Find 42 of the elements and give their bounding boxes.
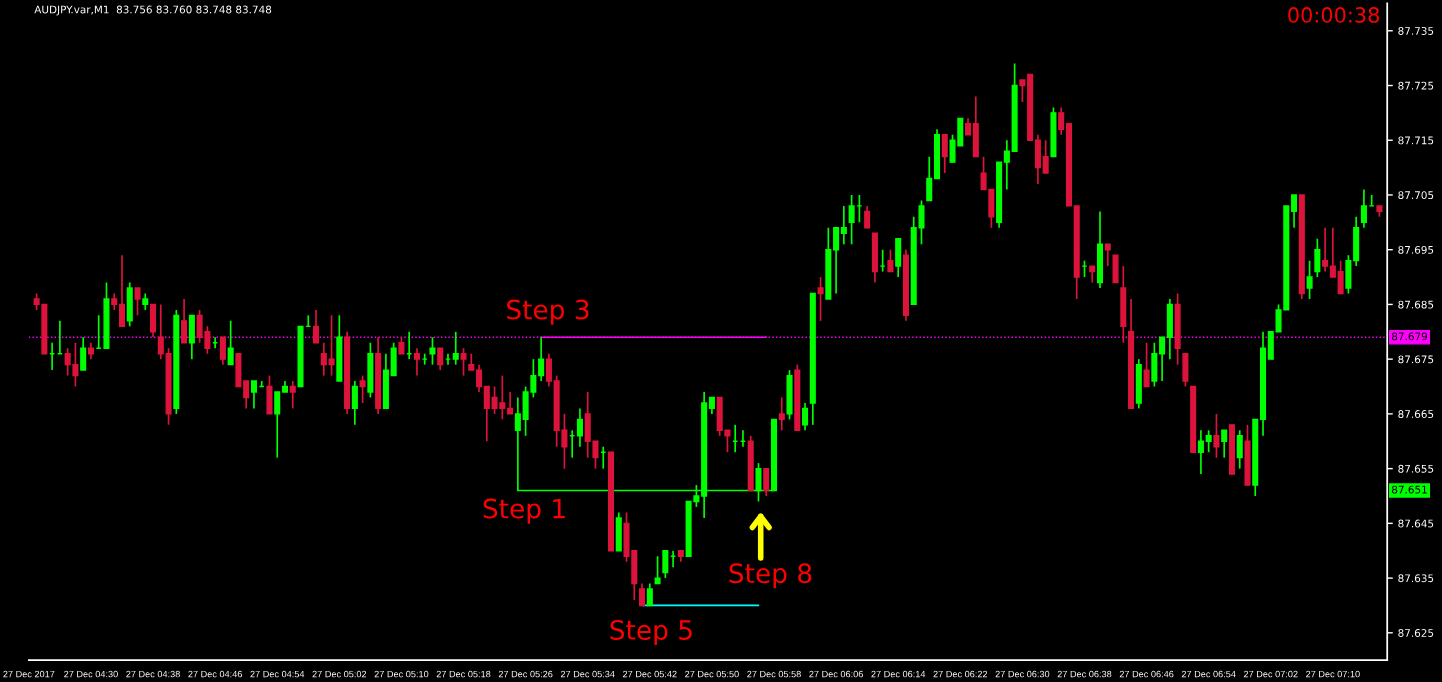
annotation: Step 8 [729, 563, 812, 589]
x-tick-label: 27 Dec 05:50 [685, 670, 739, 678]
x-tick-label: 27 Dec 04:46 [188, 670, 242, 678]
y-tick-label: 87.715 [1398, 136, 1434, 145]
y-tick-label: 87.645 [1398, 519, 1434, 528]
x-tick-label: 27 Dec 04:54 [250, 670, 305, 678]
x-tick-label: 27 Dec 06:38 [1057, 670, 1112, 678]
x-tick-label: 27 Dec 06:22 [933, 670, 988, 678]
x-tick-label: 27 Dec 05:58 [747, 670, 801, 678]
annotation: Step 1 [483, 498, 565, 524]
chart-title: AUDJPY.var,M1 83.756 83.760 83.748 83.748 [34, 5, 272, 16]
x-tick-label: 27 Dec 06:14 [871, 670, 926, 678]
x-tick-label: 27 Dec 06:30 [995, 670, 1050, 678]
y-tick-label: 87.725 [1398, 81, 1434, 90]
y-tick-label: 87.665 [1398, 410, 1434, 418]
x-tick-label: 27 Dec 05:42 [623, 670, 677, 678]
x-tick-label: 27 Dec 05:10 [374, 670, 429, 678]
x-tick-label: 27 Dec 05:26 [498, 670, 553, 678]
ref-line-label: 87.679 [1391, 332, 1427, 341]
y-tick-label: 87.625 [1398, 629, 1434, 637]
x-tick-label: 27 Dec 07:10 [1306, 670, 1360, 678]
x-tick-label: 27 Dec 06:06 [809, 670, 863, 678]
annotation: Step 5 [610, 620, 692, 646]
y-tick-label: 87.685 [1398, 300, 1434, 309]
annotation: Step 3 [507, 299, 589, 325]
y-tick-label: 87.675 [1398, 355, 1434, 364]
x-tick-label: 27 Dec 04:30 [64, 670, 118, 678]
y-tick-label: 87.655 [1398, 464, 1434, 473]
x-tick-label: 27 Dec 04:38 [126, 670, 180, 678]
y-tick-label: 87.695 [1398, 245, 1434, 254]
y-tick-label: 87.735 [1398, 27, 1434, 35]
y-tick-label: 87.705 [1398, 191, 1434, 200]
x-tick-label: 27 Dec 05:34 [560, 670, 615, 678]
annotation: 00:00:38 [1288, 7, 1379, 23]
x-tick-label: 27 Dec 05:02 [312, 670, 367, 678]
x-tick-label: 27 Dec 06:46 [1119, 670, 1174, 678]
y-tick-label: 87.635 [1398, 574, 1434, 583]
x-tick-label: 27 Dec 06:54 [1181, 670, 1236, 678]
x-tick-label: 27 Dec 05:18 [436, 670, 491, 678]
x-tick-label: 27 Dec 2017 [3, 670, 55, 678]
annotation: 87.651 [1391, 485, 1427, 494]
x-tick-label: 27 Dec 07:02 [1243, 670, 1298, 678]
